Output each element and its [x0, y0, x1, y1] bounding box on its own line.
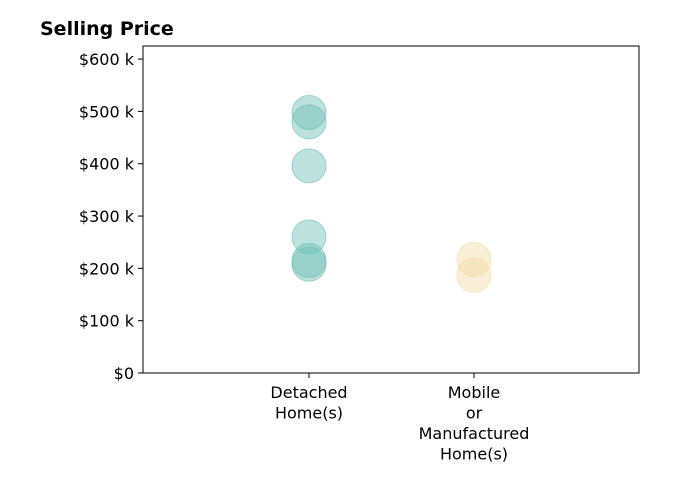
y-tick-label: $300 k — [79, 207, 135, 226]
data-point — [456, 257, 492, 293]
chart-title: Selling Price — [40, 18, 174, 40]
y-tick-label: $200 k — [79, 259, 135, 278]
plot-frame — [142, 45, 640, 374]
x-category-label-line: Mobile — [448, 383, 500, 402]
y-tick-label: $600 k — [79, 50, 135, 69]
x-category-label-line: Home(s) — [440, 445, 508, 464]
x-category-label-line: Home(s) — [275, 404, 343, 423]
y-tick-label: $400 k — [79, 155, 135, 174]
x-category-label: Detached Home(s) — [270, 383, 347, 423]
y-tick-label: $0 — [114, 364, 134, 383]
x-category-label-line: or — [466, 404, 483, 423]
x-category-label-line: Detached — [270, 383, 347, 402]
data-point — [291, 104, 327, 140]
x-category-label: Mobile or Manufactured Home(s) — [419, 383, 530, 464]
y-tick-label: $500 k — [79, 102, 135, 121]
data-points — [291, 94, 492, 293]
data-point — [456, 241, 492, 278]
data-point — [291, 94, 327, 131]
x-category-label-line: Manufactured — [419, 424, 530, 443]
data-point — [291, 148, 327, 184]
x-axis: Detached Home(s) Mobile or Manufactured Home(… — [270, 373, 529, 464]
y-axis: $0 $100 k $200 k $300 k $400 k $500 k $600 k — [79, 50, 143, 383]
y-tick-label: $100 k — [79, 312, 135, 331]
data-point — [291, 246, 327, 282]
